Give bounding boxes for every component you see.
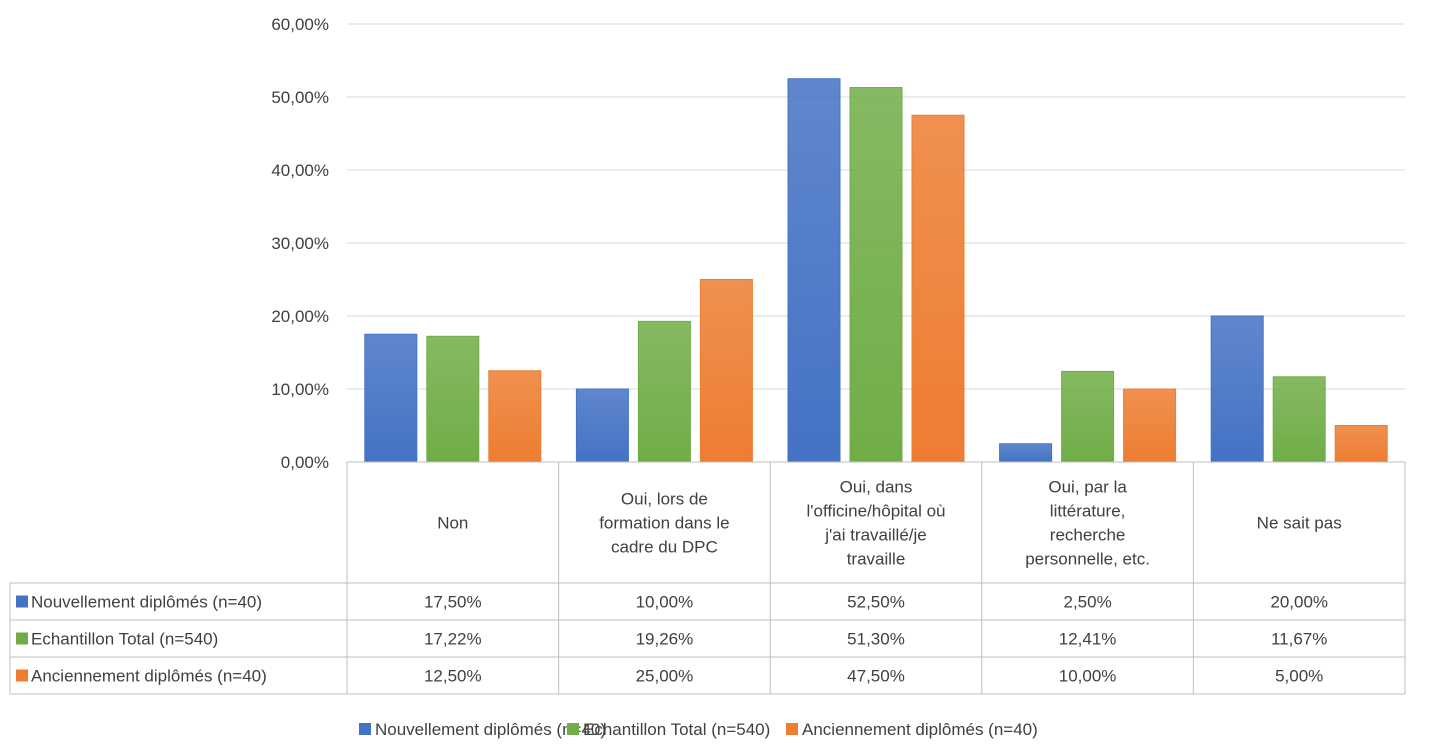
bar: [575, 388, 629, 463]
bar: [1210, 315, 1264, 463]
y-tick-label: 10,00%: [271, 380, 329, 399]
category-label: Oui, dans l'officine/hôpital où j'ai trava…: [806, 478, 945, 569]
data-label: 17,50%: [424, 593, 482, 612]
legend-swatch: [567, 723, 579, 735]
row-legend-swatch: [16, 595, 28, 608]
data-label: 12,50%: [424, 667, 482, 686]
legend-swatch: [359, 723, 371, 735]
bar: [426, 335, 480, 463]
row-label: Echantillon Total (n=540): [31, 630, 218, 649]
category-label: Ne sait pas: [1257, 514, 1342, 533]
bar: [364, 333, 418, 463]
data-label: 52,50%: [847, 593, 905, 612]
legend-entry: Nouvellement diplômés (n=40): [375, 720, 606, 739]
bar: [787, 78, 841, 463]
legend-swatch: [786, 723, 798, 735]
legend-entry: Anciennement diplômés (n=40): [802, 720, 1038, 739]
y-tick-label: 50,00%: [271, 88, 329, 107]
bars: [364, 78, 1388, 463]
data-table: Non Oui, lors de formation dans le cadre du…: [9, 461, 1406, 695]
bar: [1272, 376, 1326, 463]
category-label: Oui, lors de formation dans le cadre du DP…: [599, 490, 729, 557]
row-label: Nouvellement diplômés (n=40): [31, 593, 262, 612]
bar: [1123, 388, 1177, 463]
row-legend-swatch: [16, 632, 28, 645]
data-label: 2,50%: [1063, 593, 1111, 612]
bar: [849, 87, 903, 463]
row-legend-swatch: [16, 669, 28, 682]
bar: [1061, 370, 1115, 463]
data-label: 10,00%: [1059, 667, 1117, 686]
data-label: 12,41%: [1059, 630, 1117, 649]
y-tick-label: 60,00%: [271, 15, 329, 34]
data-label: 10,00%: [636, 593, 694, 612]
y-tick-label: 40,00%: [271, 161, 329, 180]
data-label: 11,67%: [1271, 630, 1327, 649]
bar: [911, 114, 965, 463]
data-label: 51,30%: [847, 630, 905, 649]
bar: [488, 370, 542, 463]
y-tick-label: 0,00%: [281, 453, 329, 472]
y-tick-label: 20,00%: [271, 307, 329, 326]
y-axis-ticks: 0,00% 10,00% 20,00% 30,00% 40,00% 50,00% 60,00…: [271, 15, 329, 472]
bar: [1334, 425, 1388, 463]
category-label: Oui, par la littérature, recherche personne…: [1025, 478, 1150, 569]
data-label: 25,00%: [636, 667, 694, 686]
legend: Nouvellement diplômés (n=40)Echantillon …: [359, 720, 1038, 739]
legend-entry: Echantillon Total (n=540): [583, 720, 770, 739]
data-label: 17,22%: [424, 630, 482, 649]
data-label: 47,50%: [847, 667, 905, 686]
data-label: 5,00%: [1275, 667, 1323, 686]
bar: [699, 279, 753, 463]
category-label: Non: [437, 514, 468, 533]
bar: [637, 320, 691, 463]
bar: [999, 443, 1053, 463]
row-label: Anciennement diplômés (n=40): [31, 667, 267, 686]
y-tick-label: 30,00%: [271, 234, 329, 253]
data-label: 19,26%: [636, 630, 694, 649]
data-label: 20,00%: [1270, 593, 1328, 612]
